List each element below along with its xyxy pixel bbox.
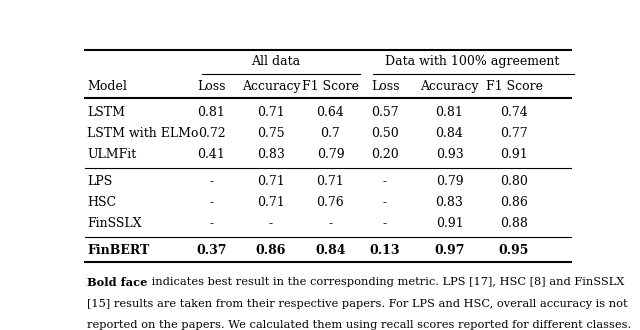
Text: -: -: [383, 217, 387, 230]
Text: -: -: [209, 217, 214, 230]
Text: [15] results are taken from their respective papers. For LPS and HSC, overall ac: [15] results are taken from their respec…: [88, 299, 628, 309]
Text: 0.76: 0.76: [317, 196, 344, 209]
Text: 0.64: 0.64: [317, 106, 344, 119]
Text: 0.83: 0.83: [257, 148, 285, 161]
Text: 0.20: 0.20: [371, 148, 399, 161]
Text: 0.71: 0.71: [257, 196, 285, 209]
Text: HSC: HSC: [88, 196, 116, 209]
Text: -: -: [383, 196, 387, 209]
Text: 0.83: 0.83: [436, 196, 463, 209]
Text: F1 Score: F1 Score: [486, 80, 543, 92]
Text: FinSSLX: FinSSLX: [88, 217, 142, 230]
Text: 0.80: 0.80: [500, 175, 528, 188]
Text: 0.50: 0.50: [371, 127, 399, 140]
Text: reported on the papers. We calculated them using recall scores reported for diff: reported on the papers. We calculated th…: [88, 320, 632, 330]
Text: 0.71: 0.71: [257, 106, 285, 119]
Text: Accuracy: Accuracy: [242, 80, 300, 92]
Text: 0.86: 0.86: [500, 196, 528, 209]
Text: Data with 100% agreement: Data with 100% agreement: [385, 55, 559, 68]
Text: 0.71: 0.71: [257, 175, 285, 188]
Text: FinBERT: FinBERT: [88, 244, 150, 257]
Text: 0.79: 0.79: [436, 175, 463, 188]
Text: 0.81: 0.81: [436, 106, 463, 119]
Text: All data: All data: [252, 55, 301, 68]
Text: -: -: [328, 217, 333, 230]
Text: 0.93: 0.93: [436, 148, 463, 161]
Text: Loss: Loss: [371, 80, 399, 92]
Text: LSTM with ELMo: LSTM with ELMo: [88, 127, 199, 140]
Text: 0.91: 0.91: [436, 217, 463, 230]
Text: 0.95: 0.95: [499, 244, 529, 257]
Text: 0.81: 0.81: [198, 106, 225, 119]
Text: Accuracy: Accuracy: [420, 80, 479, 92]
Text: LSTM: LSTM: [88, 106, 125, 119]
Text: 0.74: 0.74: [500, 106, 528, 119]
Text: 0.57: 0.57: [371, 106, 399, 119]
Text: indicates best result in the corresponding metric. LPS [17], HSC [8] and FinSSLX: indicates best result in the correspondi…: [148, 277, 624, 287]
Text: F1 Score: F1 Score: [302, 80, 359, 92]
Text: 0.41: 0.41: [198, 148, 225, 161]
Text: 0.75: 0.75: [257, 127, 285, 140]
Text: -: -: [209, 175, 214, 188]
Text: -: -: [209, 196, 214, 209]
Text: 0.7: 0.7: [321, 127, 340, 140]
Text: -: -: [269, 217, 273, 230]
Text: 0.71: 0.71: [317, 175, 344, 188]
Text: 0.84: 0.84: [436, 127, 463, 140]
Text: 0.77: 0.77: [500, 127, 528, 140]
Text: 0.84: 0.84: [316, 244, 346, 257]
Text: 0.13: 0.13: [370, 244, 400, 257]
Text: 0.79: 0.79: [317, 148, 344, 161]
Text: 0.37: 0.37: [196, 244, 227, 257]
Text: Model: Model: [88, 80, 127, 92]
Text: ULMFit: ULMFit: [88, 148, 137, 161]
Text: -: -: [383, 175, 387, 188]
Text: Loss: Loss: [197, 80, 226, 92]
Text: 0.91: 0.91: [500, 148, 528, 161]
Text: 0.86: 0.86: [256, 244, 286, 257]
Text: Bold face: Bold face: [88, 277, 148, 288]
Text: LPS: LPS: [88, 175, 113, 188]
Text: 0.88: 0.88: [500, 217, 528, 230]
Text: 0.97: 0.97: [435, 244, 465, 257]
Text: 0.72: 0.72: [198, 127, 225, 140]
